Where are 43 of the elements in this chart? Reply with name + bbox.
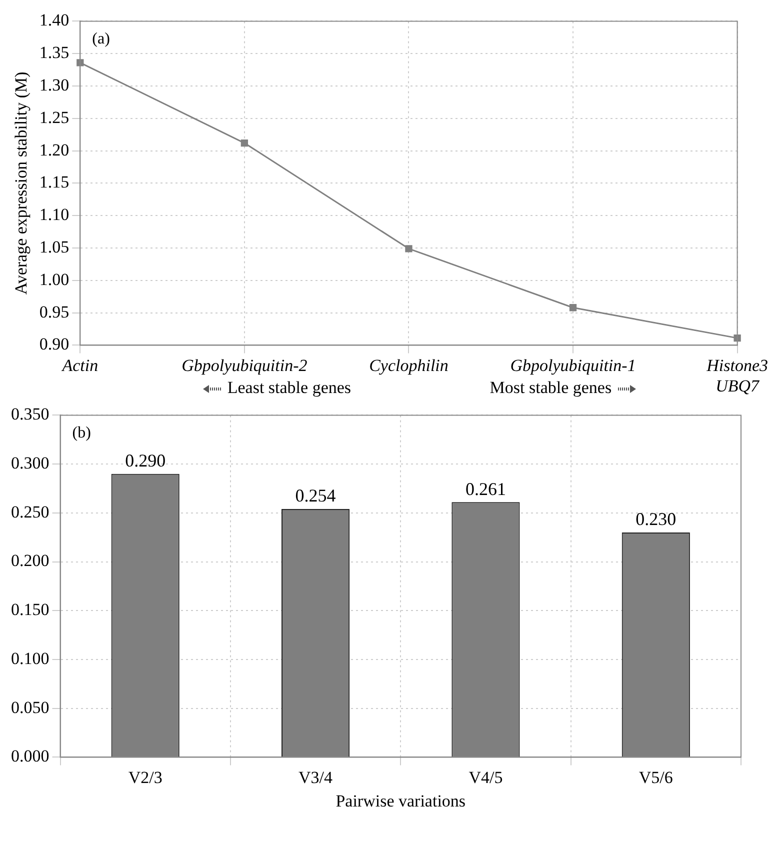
point	[76, 59, 84, 66]
y-tick-label: 0.300	[11, 454, 50, 473]
y-tick-label: 1.25	[39, 108, 70, 127]
y-tick-label: 1.05	[39, 237, 70, 256]
text: Least stable genes	[227, 378, 352, 397]
point	[405, 245, 412, 252]
data-label: 0.230	[636, 509, 676, 530]
y-axis-title: Average expression stability (M)	[12, 72, 31, 295]
x-tick-label: Gbpolyubiquitin-2	[182, 356, 308, 375]
annotation: (b)	[72, 424, 91, 442]
x-tick-label: Actin	[61, 356, 98, 375]
x-tick-label: V4/5	[468, 768, 503, 787]
x-tick-label: Cyclophilin	[369, 356, 448, 375]
y-tick-label: 0.95	[39, 302, 70, 322]
y-tick-label: 0.250	[11, 502, 50, 522]
point	[569, 304, 577, 312]
y-tick-label: 0.100	[11, 648, 50, 668]
y-tick-label: 1.00	[39, 270, 70, 289]
y-tick-label: 1.35	[39, 43, 70, 62]
point	[240, 139, 248, 147]
y-tick-label: 1.20	[39, 140, 70, 160]
y-tick-label: 0.050	[11, 698, 50, 717]
x-tick-label: Gbpolyubiquitin-1	[510, 356, 636, 375]
annotation: (a)	[92, 30, 110, 48]
y-tick-label: 0.90	[39, 334, 70, 354]
y-tick-label: 0.000	[11, 746, 50, 766]
x-tick-label: V5/6	[638, 768, 673, 787]
data-label: 0.261	[465, 478, 506, 499]
y-tick-label: 0.150	[11, 600, 50, 620]
y-tick-label: 0.350	[11, 404, 50, 424]
y-tick-label: 1.15	[39, 172, 70, 192]
x-tick-label: Histone3 UBQ7	[706, 356, 768, 396]
point	[734, 334, 741, 342]
data-label: 0.290	[125, 450, 166, 471]
x-tick-label: V2/3	[128, 768, 162, 787]
y-tick-label: 1.40	[39, 10, 70, 30]
y-tick-label: 1.30	[39, 75, 70, 94]
x-tick-label: V3/4	[298, 768, 334, 787]
y-tick-label: 1.10	[39, 205, 70, 224]
text: Most stable genes	[490, 378, 612, 397]
y-tick-label: 0.200	[11, 551, 50, 570]
x-axis-title: Pairwise variations	[336, 791, 466, 810]
data-label: 0.254	[295, 486, 336, 506]
